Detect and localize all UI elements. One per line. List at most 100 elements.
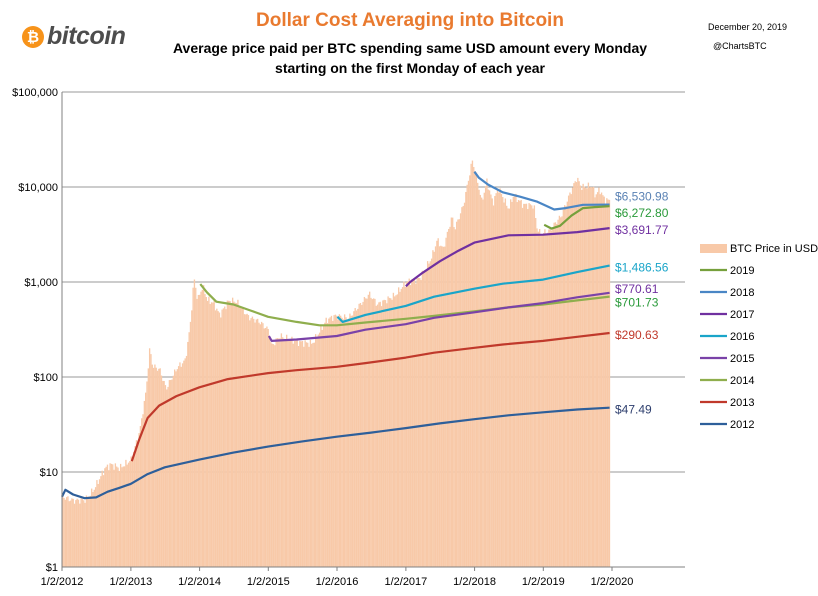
price-bar xyxy=(270,342,272,567)
price-bar xyxy=(496,189,499,567)
price-bar xyxy=(384,300,387,567)
price-bar xyxy=(156,370,159,567)
price-bar xyxy=(507,208,509,567)
price-bar xyxy=(272,344,275,567)
author-handle: @ChartsBTC xyxy=(713,41,767,51)
price-bar xyxy=(235,303,238,567)
price-bar xyxy=(145,392,147,567)
price-bar xyxy=(289,339,292,567)
price-bar xyxy=(411,279,413,567)
y-tick-label: $100,000 xyxy=(12,87,58,99)
price-bar xyxy=(378,302,380,567)
price-bar xyxy=(206,300,209,567)
price-bar xyxy=(461,207,463,567)
price-bar xyxy=(469,175,471,567)
price-bar xyxy=(193,279,196,567)
price-bar xyxy=(433,251,435,568)
price-bar xyxy=(471,160,474,568)
series-line-2015 xyxy=(267,291,610,342)
price-bar xyxy=(278,338,280,567)
price-bar xyxy=(412,279,414,567)
price-bar xyxy=(118,470,121,567)
price-bar xyxy=(407,281,409,567)
price-bar xyxy=(341,317,343,567)
price-bar xyxy=(395,295,397,567)
price-bar xyxy=(162,380,164,567)
price-bar xyxy=(546,232,549,567)
price-bar xyxy=(276,338,279,567)
price-bar xyxy=(113,469,115,567)
price-bar xyxy=(482,199,484,568)
price-bar xyxy=(474,171,476,567)
price-bar xyxy=(217,311,219,567)
price-bar xyxy=(391,299,393,567)
price-bar xyxy=(570,194,572,567)
price-bar xyxy=(237,299,239,567)
price-bar xyxy=(309,339,312,567)
price-bar xyxy=(321,329,323,567)
price-bar xyxy=(425,269,428,567)
price-bar xyxy=(334,314,337,567)
price-bar xyxy=(449,226,451,567)
price-bar xyxy=(305,342,308,567)
price-bar xyxy=(245,314,247,567)
price-bar xyxy=(337,319,339,567)
value-label-2012: $47.49 xyxy=(615,403,652,417)
price-bar xyxy=(212,302,214,567)
price-bar xyxy=(246,313,248,567)
price-bar xyxy=(76,498,78,567)
price-bar xyxy=(564,205,566,568)
chart-date: December 20, 2019 xyxy=(708,22,788,32)
price-bar xyxy=(397,287,400,567)
price-bar xyxy=(200,291,202,567)
price-bar xyxy=(303,346,305,567)
price-bar xyxy=(196,298,198,567)
price-bar xyxy=(484,186,487,568)
price-bar xyxy=(257,318,259,567)
price-bar xyxy=(304,340,306,567)
price-bar xyxy=(586,188,588,567)
price-bar xyxy=(287,340,289,567)
price-bar xyxy=(109,463,111,567)
x-tick-label: 1/2/2019 xyxy=(522,576,565,588)
price-bar xyxy=(478,189,480,567)
price-bar xyxy=(457,219,459,567)
price-bar xyxy=(300,341,302,567)
price-bar xyxy=(450,217,453,567)
price-bar xyxy=(181,363,184,567)
price-bar xyxy=(376,304,379,567)
price-bar xyxy=(112,464,114,567)
price-bar xyxy=(220,317,222,567)
chart-subtitle: Average price paid per BTC spending same… xyxy=(160,38,660,78)
price-bar xyxy=(280,333,283,567)
price-bar xyxy=(565,206,567,567)
price-bar xyxy=(139,426,142,567)
price-bar xyxy=(548,229,550,567)
price-bar xyxy=(317,334,319,567)
price-bar xyxy=(170,379,172,567)
price-bar xyxy=(444,246,446,568)
price-bar xyxy=(424,270,426,567)
price-bar xyxy=(477,182,479,567)
y-tick-label: $10,000 xyxy=(18,182,58,194)
price-bar xyxy=(160,375,163,567)
price-bar xyxy=(359,303,362,567)
price-bar xyxy=(483,192,485,567)
axes: $1 $10 $100 $1,000 $10,000 $100,000 1/2/2012 1/… xyxy=(12,87,685,588)
price-bar xyxy=(320,325,322,567)
legend-label-price: BTC Price in USD xyxy=(730,243,818,255)
price-bar xyxy=(338,314,341,567)
legend-label-2016: 2016 xyxy=(730,331,754,343)
price-bar xyxy=(296,339,298,567)
legend-label-2015: 2015 xyxy=(730,353,754,365)
y-tick-label: $1 xyxy=(46,562,58,574)
price-bar xyxy=(388,297,391,567)
bitcoin-coin-icon: ₿ xyxy=(22,25,44,48)
price-bar xyxy=(187,341,189,567)
price-bar xyxy=(453,227,455,568)
price-bar xyxy=(521,207,524,567)
price-bar xyxy=(301,341,304,567)
price-bar xyxy=(540,234,542,567)
price-bar xyxy=(583,186,586,567)
price-bar xyxy=(591,187,594,568)
